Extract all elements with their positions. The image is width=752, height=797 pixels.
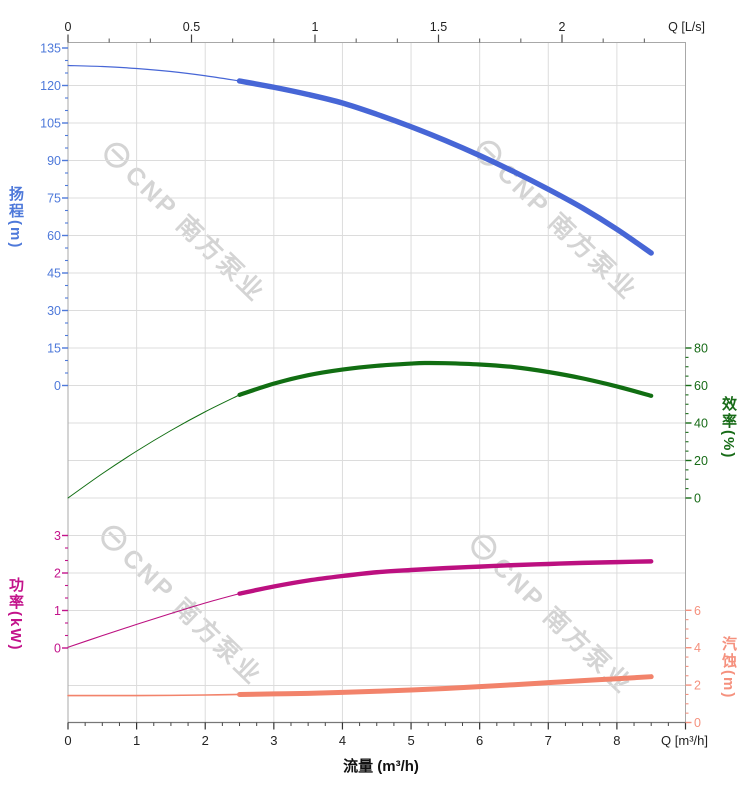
svg-text:4: 4 — [339, 733, 346, 748]
svg-text:0: 0 — [54, 379, 61, 393]
efficiency-axis-title: 效率(%) — [720, 396, 737, 460]
svg-text:30: 30 — [47, 304, 61, 318]
svg-text:5: 5 — [407, 733, 414, 748]
svg-text:0: 0 — [65, 20, 72, 34]
svg-text:2: 2 — [694, 679, 701, 693]
svg-text:0: 0 — [694, 492, 701, 506]
svg-text:1.5: 1.5 — [430, 20, 447, 34]
svg-text:8: 8 — [613, 733, 620, 748]
svg-text:1: 1 — [312, 20, 319, 34]
svg-text:3: 3 — [54, 529, 61, 543]
power-axis-title: 功率(kW) — [7, 577, 24, 652]
svg-text:20: 20 — [694, 454, 708, 468]
svg-text:4: 4 — [694, 641, 701, 655]
svg-text:0.5: 0.5 — [183, 20, 200, 34]
svg-text:15: 15 — [47, 342, 61, 356]
npsh-axis-title: 汽蚀(m) — [720, 636, 737, 700]
svg-text:0: 0 — [54, 642, 61, 656]
svg-text:45: 45 — [47, 267, 61, 281]
svg-text:75: 75 — [47, 192, 61, 206]
svg-text:6: 6 — [694, 604, 701, 618]
svg-text:0: 0 — [64, 733, 71, 748]
svg-text:120: 120 — [40, 79, 61, 93]
svg-text:60: 60 — [47, 229, 61, 243]
svg-text:60: 60 — [694, 379, 708, 393]
svg-text:2: 2 — [54, 567, 61, 581]
svg-text:6: 6 — [476, 733, 483, 748]
svg-text:105: 105 — [40, 117, 61, 131]
svg-text:Q [m³/h]: Q [m³/h] — [661, 733, 708, 748]
svg-text:7: 7 — [545, 733, 552, 748]
svg-text:90: 90 — [47, 154, 61, 168]
svg-text:3: 3 — [270, 733, 277, 748]
flow-axis-title: 流量 (m³/h) — [343, 758, 419, 775]
head-axis-title: 扬程(m) — [7, 186, 24, 250]
svg-text:2: 2 — [202, 733, 209, 748]
svg-text:0: 0 — [694, 716, 701, 730]
svg-text:1: 1 — [133, 733, 140, 748]
svg-text:135: 135 — [40, 42, 61, 56]
svg-text:1: 1 — [54, 604, 61, 618]
svg-text:80: 80 — [694, 342, 708, 356]
svg-text:Q [L/s]: Q [L/s] — [668, 20, 705, 34]
svg-text:2: 2 — [559, 20, 566, 34]
svg-text:40: 40 — [694, 417, 708, 431]
